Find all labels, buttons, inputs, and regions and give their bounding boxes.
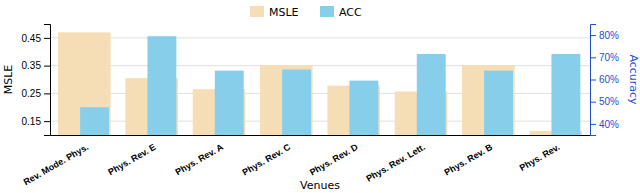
tick-mark — [44, 38, 50, 39]
tick: 80% — [590, 30, 619, 41]
tick-mark — [590, 80, 596, 81]
grid-line — [50, 37, 590, 38]
tick: Phys. Rev. C — [241, 142, 293, 178]
tick-label: Phys. Rev. D — [308, 142, 360, 178]
tick: 0.35 — [22, 60, 50, 71]
tick-mark — [590, 57, 596, 58]
bar — [484, 71, 513, 135]
plot: Rev. Mode. Phys. Phys. Rev. E Phys. Rev. A… — [22, 25, 620, 193]
tick-label: Phys. Rev. Lett. — [364, 142, 426, 184]
tick: Rev. Mode. Phys. — [22, 142, 91, 187]
bars — [58, 32, 582, 135]
legend-label: MSLE — [269, 6, 299, 19]
tick: 60% — [590, 74, 619, 85]
tick: Phys. Rev. D — [308, 142, 360, 178]
tick-label: 70% — [599, 52, 619, 63]
bar — [215, 71, 244, 135]
tick-label: Rev. Mode. Phys. — [22, 142, 91, 187]
y2-axis: 40% 50% 60% 70% 80% — [590, 25, 619, 136]
tick: Phys. Rev. E — [106, 142, 157, 177]
tick: 70% — [590, 52, 619, 63]
legend-swatch — [250, 6, 264, 17]
y-axis: 0.15 0.25 0.35 0.45 — [22, 25, 51, 136]
tick-label: 80% — [599, 30, 619, 41]
tick: 50% — [590, 96, 619, 107]
tick: 0.45 — [22, 33, 50, 44]
bar — [551, 54, 580, 135]
chart: Rev. Mode. Phys. Phys. Rev. E Phys. Rev. A… — [0, 0, 640, 193]
legend-swatch — [320, 6, 334, 17]
tick-label: 0.15 — [22, 116, 42, 127]
legend-item: MSLE — [250, 6, 299, 19]
tick: Phys. Rev. Lett. — [364, 142, 426, 184]
tick-label: Phys. Rev. — [518, 142, 562, 173]
legend-item: ACC — [320, 6, 362, 19]
legend: MSLE ACC — [250, 6, 362, 19]
tick: 0.25 — [22, 88, 50, 99]
tick-label: 0.35 — [22, 60, 42, 71]
tick: Phys. Rev. — [518, 142, 562, 173]
axis-line — [591, 25, 597, 136]
axis-line — [51, 135, 591, 136]
tick-label: Phys. Rev. E — [106, 142, 157, 177]
tick-label: 40% — [599, 119, 619, 130]
x-axis-title: Venues — [300, 179, 340, 192]
tick: 0.15 — [22, 116, 50, 127]
tick: Phys. Rev. B — [443, 142, 495, 178]
axis-line — [44, 25, 51, 136]
tick-mark — [590, 35, 596, 36]
bar-series — [80, 36, 580, 135]
bar — [147, 36, 176, 135]
tick-label: Phys. Rev. A — [174, 142, 226, 178]
y2-axis-title: Accuracy — [627, 54, 640, 105]
tick-label: 60% — [599, 74, 619, 85]
bar — [80, 107, 109, 135]
tick-label: 50% — [599, 96, 619, 107]
bar — [417, 54, 446, 135]
tick-label: 0.25 — [22, 88, 42, 99]
tick: Phys. Rev. A — [174, 142, 226, 178]
tick-label: Phys. Rev. C — [241, 142, 293, 178]
y-axis-title: MSLE — [2, 65, 15, 95]
tick-mark — [44, 66, 50, 67]
bar — [282, 70, 311, 135]
legend-label: ACC — [339, 6, 362, 19]
bar — [349, 81, 378, 135]
tick-mark — [44, 121, 50, 122]
tick-mark — [44, 93, 50, 94]
tick-label: Phys. Rev. B — [443, 142, 495, 178]
tick-label: 0.45 — [22, 33, 42, 44]
tick: 40% — [590, 119, 619, 130]
tick-mark — [590, 124, 596, 125]
tick-mark — [590, 102, 596, 103]
